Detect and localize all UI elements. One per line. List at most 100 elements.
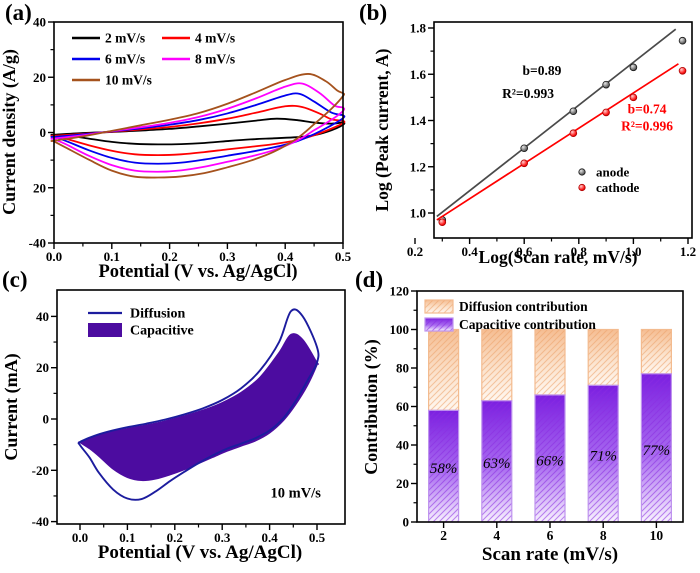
diffusion-bar-segment-hatch [481, 329, 512, 401]
y-tick-label: 60 [396, 399, 409, 414]
data-point-anode [520, 144, 529, 153]
cv-loop-2mvps [50, 117, 346, 146]
legend-label-contribution: Diffusion contribution [459, 299, 588, 314]
fit-annotation: b=0.89 [523, 63, 562, 78]
fit-annotation: b=0.74 [628, 102, 667, 117]
y-tick-label: 20 [396, 476, 409, 491]
x-tick-label: 1.0 [625, 244, 641, 259]
x-axis-title: Potential (V vs. Ag/AgCl) [98, 262, 297, 282]
legend-swatch-hatch [425, 300, 453, 313]
bar-percentage-label: 58% [430, 461, 458, 477]
x-tick-label: 2 [440, 528, 447, 543]
data-point-cathode [678, 66, 687, 75]
x-tick-label: 0.0 [72, 530, 88, 545]
y-tick-label: 1.6 [410, 67, 427, 82]
chart-b-log-peak-current-fit: 0.2 0.4 0.6 0.8 1.0 1.2 1.0 1.2 1.4 1.6 1.8 Log(Sca… [372, 21, 696, 268]
y-tick-label: -40 [32, 514, 49, 529]
x-tick-label: 10 [650, 528, 664, 543]
axis-frame [56, 289, 346, 525]
y-tick-label: 1.0 [410, 206, 426, 221]
legend-swatch-capacitive [88, 323, 122, 337]
legend-marker-anode [578, 168, 586, 176]
legend-label-anode: anode [596, 165, 629, 180]
y-tick-label: -20 [32, 463, 49, 478]
x-tick-label: 0.5 [335, 249, 352, 264]
data-point-cathode [438, 218, 447, 227]
panel-c-label: (c) [2, 267, 28, 292]
legend-label-scan-rate: 2 mV/s [105, 31, 145, 46]
panel-a-label: (a) [5, 0, 32, 25]
y-tick-label: 1.8 [410, 21, 427, 36]
legend-label-capacitive: Capacitive [130, 324, 194, 339]
legend-marker-cathode [578, 183, 586, 192]
x-tick-label: 4 [493, 528, 500, 543]
diffusion-bar-segment-hatch [535, 329, 565, 395]
bar-percentage-label: 71% [589, 449, 617, 465]
x-tick-label: 1.2 [680, 244, 696, 259]
data-point-anode [602, 80, 610, 89]
y-tick-label: 0 [40, 125, 47, 140]
data-point-cathode [520, 159, 529, 168]
x-tick-label: 0.5 [309, 530, 326, 545]
bar-percentage-label: 63% [483, 456, 511, 472]
cv-loop-6mvps [50, 92, 346, 165]
legend-swatch-hatch [425, 318, 453, 331]
x-tick-label: 0.4 [461, 244, 478, 259]
x-tick-label: 0.2 [167, 530, 183, 545]
chart-a-cv-scan-rates: 0.0 0.1 0.2 0.3 0.4 0.5 40 20 0 20 -40 Potential (V… [0, 15, 352, 283]
diffusion-cv-outline [77, 308, 320, 501]
fit-line-cathode [436, 63, 679, 221]
diffusion-bar-segment-hatch [641, 329, 672, 374]
y-tick-label: 1.2 [410, 159, 426, 174]
y-tick-label: 100 [390, 322, 410, 337]
diffusion-bar-segment-hatch [588, 329, 619, 386]
y-tick-label: 0 [43, 412, 50, 427]
y-axis-title: Contribution (%) [361, 339, 382, 475]
legend-label-scan-rate: 4 mV/s [195, 31, 235, 46]
capacitive-bar-segment-hatch [588, 385, 619, 522]
y-tick-label: 1.4 [410, 113, 427, 128]
capacitive-bar-segment-hatch [481, 400, 512, 522]
capacitive-bar-segment-hatch [641, 373, 672, 522]
data-point-anode [569, 107, 578, 116]
legend-swatch-border [424, 317, 454, 332]
x-tick-label: 6 [547, 528, 554, 543]
y-tick-label: 40 [33, 15, 46, 30]
legend-label-scan-rate: 8 mV/s [195, 52, 235, 67]
data-point-cathode [602, 108, 610, 117]
legend-label-contribution: Capacitive contribution [459, 317, 596, 332]
capacitive-fill-region [78, 333, 319, 482]
x-tick-label: 0.4 [277, 249, 294, 264]
data-point-anode [629, 63, 638, 72]
y-tick-label: 0 [403, 515, 410, 530]
chart-d-contribution-bars: 58% 63% 66% 71% 77% 0 20 40 60 80 100 120 Scan rate … [361, 284, 684, 565]
y-tick-label: 20 [33, 70, 46, 85]
legend-label-cathode: cathode [596, 180, 640, 195]
y-axis-title: Current (mA) [1, 353, 22, 460]
x-axis-title: Log(Scan rate, mV/s) [479, 247, 638, 267]
y-tick-label: 20 [36, 360, 49, 375]
x-tick-label: 0.6 [516, 244, 533, 259]
legend-label-diffusion: Diffusion [130, 307, 185, 322]
scan-rate-annotation: 10 mV/s [270, 485, 321, 501]
x-tick-label: 0.4 [261, 530, 278, 545]
y-tick-label: 80 [396, 361, 409, 376]
y-tick-label: -40 [29, 236, 46, 251]
x-tick-label: 8 [600, 528, 607, 543]
legend-swatch-border [424, 299, 454, 314]
y-tick-label: 120 [390, 284, 410, 299]
diffusion-bar-segment-hatch [428, 329, 459, 411]
y-tick-label: 40 [396, 438, 409, 453]
capacitive-bar-segment-hatch [535, 394, 565, 522]
panel-d-label: (d) [355, 267, 384, 292]
cv-loop-8mvps [50, 82, 346, 173]
y-tick-label: 40 [36, 309, 49, 324]
x-axis-title: Scan rate (mV/s) [482, 544, 618, 565]
axis-frame [433, 21, 693, 239]
bar-percentage-label: 66% [536, 453, 564, 469]
x-tick-label: 0.3 [214, 530, 231, 545]
y-axis-title: Current density (A/g) [0, 49, 20, 215]
data-point-cathode [629, 93, 638, 102]
x-tick-label: 0.2 [161, 249, 177, 264]
fit-line-anode [436, 28, 677, 218]
